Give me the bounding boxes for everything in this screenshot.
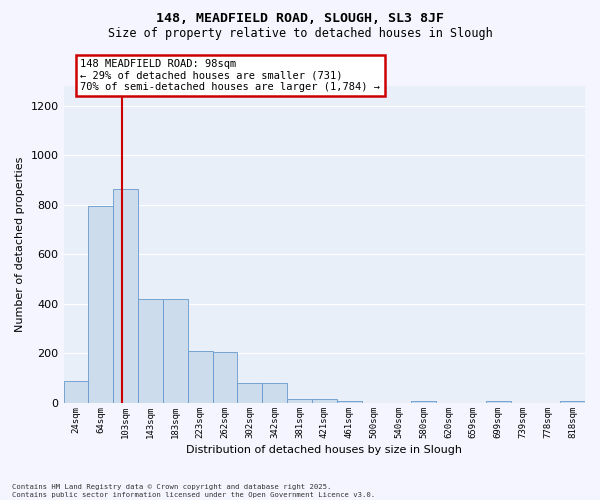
Bar	[88, 206, 113, 403]
Text: Contains HM Land Registry data © Crown copyright and database right 2025.
Contai: Contains HM Land Registry data © Crown c…	[12, 484, 375, 498]
X-axis label: Distribution of detached houses by size in Slough: Distribution of detached houses by size …	[186, 445, 462, 455]
Bar	[163, 299, 188, 403]
Bar	[312, 398, 337, 403]
Text: Size of property relative to detached houses in Slough: Size of property relative to detached ho…	[107, 28, 493, 40]
Bar	[262, 383, 287, 403]
Bar	[485, 401, 511, 403]
Text: 148 MEADFIELD ROAD: 98sqm
← 29% of detached houses are smaller (731)
70% of semi: 148 MEADFIELD ROAD: 98sqm ← 29% of detac…	[80, 58, 380, 92]
Bar	[560, 400, 585, 403]
Bar	[188, 351, 212, 403]
Bar	[238, 383, 262, 403]
Text: 148, MEADFIELD ROAD, SLOUGH, SL3 8JF: 148, MEADFIELD ROAD, SLOUGH, SL3 8JF	[156, 12, 444, 26]
Bar	[138, 299, 163, 403]
Y-axis label: Number of detached properties: Number of detached properties	[15, 156, 25, 332]
Bar	[212, 352, 238, 403]
Bar	[287, 398, 312, 403]
Bar	[64, 380, 88, 403]
Bar	[113, 188, 138, 403]
Bar	[411, 400, 436, 403]
Bar	[337, 400, 362, 403]
